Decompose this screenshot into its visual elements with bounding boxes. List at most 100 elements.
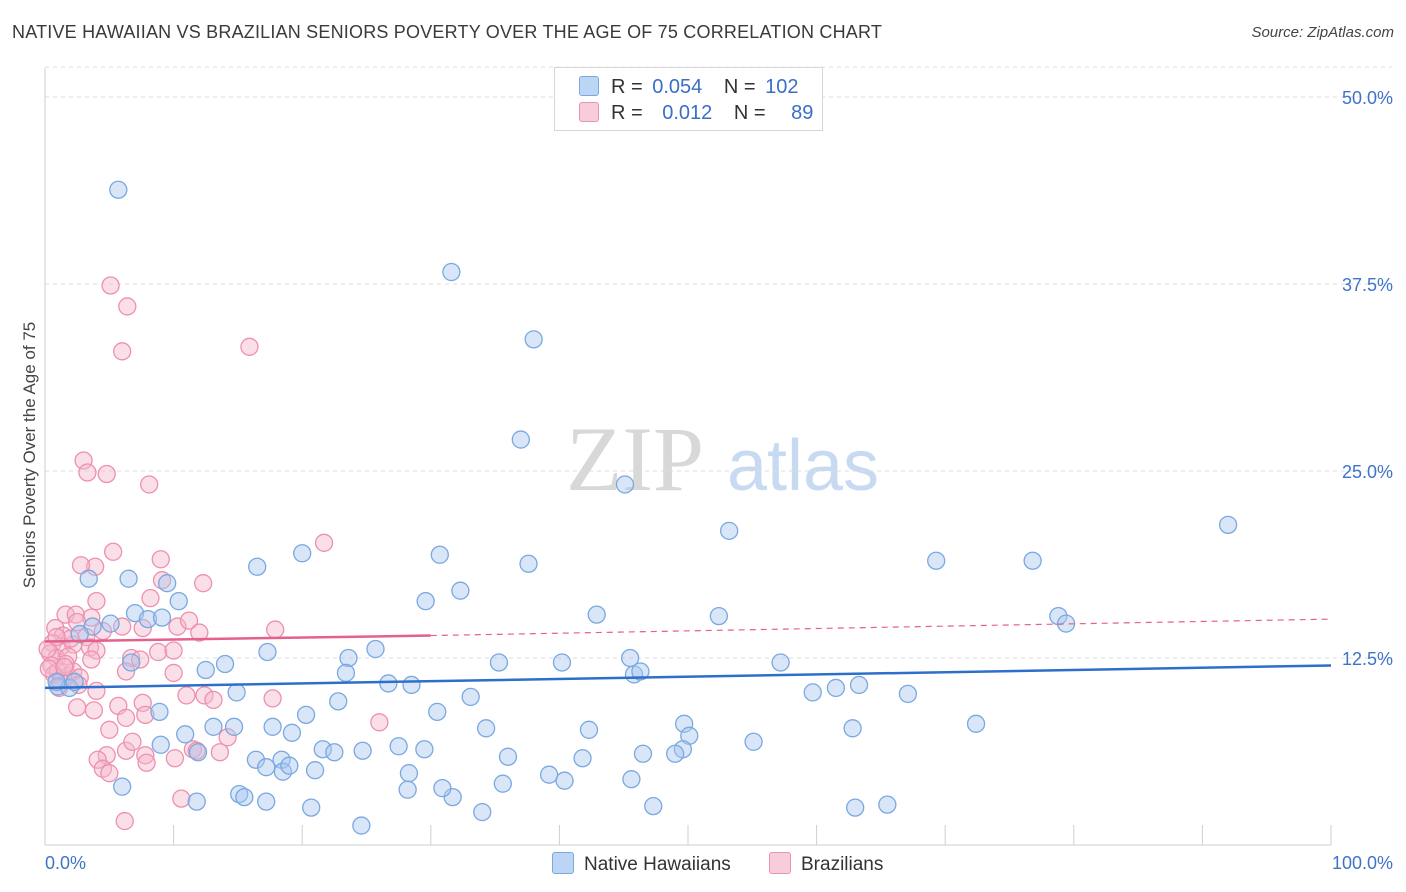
y-tick-label: 12.5%: [1342, 649, 1393, 669]
brazilian-point: [165, 749, 185, 768]
brazilian-point: [101, 276, 120, 295]
brazilian-point: [218, 728, 237, 747]
brazilian-point: [179, 611, 199, 630]
brazilian-point: [87, 592, 106, 611]
brazilian-point: [97, 464, 116, 484]
brazilian-point: [172, 789, 191, 808]
y-tick-label: 25.0%: [1342, 462, 1393, 482]
brazilian-point: [123, 732, 142, 751]
native-hawaiian-point: [579, 720, 599, 739]
native-hawaiians-trend-line: [44, 664, 1332, 690]
native-hawaiian-point: [389, 737, 408, 756]
brazilian-point: [88, 750, 107, 769]
brazilian-point: [195, 686, 214, 705]
native-hawaiian-point: [539, 765, 559, 784]
brazilian-point: [194, 574, 213, 593]
native-hawaiian-point: [644, 796, 663, 816]
native-hawaiian-point: [353, 741, 372, 760]
brazilian-point: [152, 571, 172, 590]
brazilian-point: [97, 746, 116, 765]
native-hawaiian-point: [771, 653, 790, 672]
native-hawaiian-point: [433, 779, 452, 798]
brazilian-point: [370, 713, 389, 732]
brazilian-point: [78, 463, 97, 482]
native-hawaiian-point: [461, 687, 480, 707]
native-hawaiian-point: [552, 653, 572, 672]
brazilian-point: [39, 659, 59, 678]
native-hawaiian-point: [138, 609, 158, 629]
native-hawaiian-point: [878, 795, 897, 814]
brazilians-trend-line-extension: [430, 618, 1332, 637]
brazilian-point: [151, 550, 170, 569]
brazilian-point: [104, 542, 123, 561]
legend-row-native-hawaiians: R = 0.054 N = 102: [579, 76, 799, 100]
native-hawaiian-point: [151, 735, 170, 754]
native-hawaiian-point: [720, 521, 739, 540]
legend-row-brazilians: R = 0.012 N = 89: [579, 102, 813, 126]
source-label: Source: ZipAtlas.com: [1251, 24, 1394, 41]
native-hawaiian-point: [293, 544, 312, 563]
native-hawaiian-point: [158, 574, 177, 593]
data-points: [38, 180, 1238, 835]
stats-legend: R = 0.054 N = 102 R = 0.012 N = 89: [554, 67, 823, 131]
native-hawaiian-point: [826, 678, 846, 698]
brazilian-point: [266, 620, 285, 639]
brazilian-point: [177, 686, 196, 705]
native-hawaiian-point: [248, 557, 267, 576]
series-legend-native-hawaiians: Native Hawaiians: [552, 852, 731, 876]
native-hawaiian-point: [119, 569, 138, 588]
native-hawaiian-point: [489, 653, 509, 672]
native-hawaiian-point: [122, 653, 141, 672]
native-hawaiian-point: [282, 723, 302, 742]
native-hawaiian-point: [224, 717, 244, 736]
native-hawaiian-point: [313, 740, 332, 759]
native-hawaiian-point: [402, 675, 421, 695]
native-hawaiian-point: [366, 639, 385, 659]
legend-r-value: 0.054: [652, 76, 703, 98]
brazilian-point: [116, 708, 136, 727]
native-hawaiian-point: [430, 545, 449, 564]
native-hawaiian-point: [927, 551, 946, 570]
native-hawaiian-point: [169, 592, 188, 611]
brazilian-point: [100, 720, 119, 739]
native-hawaiian-point: [849, 675, 869, 695]
brazilian-point: [137, 753, 156, 772]
native-hawaiian-point: [187, 792, 206, 811]
brazilian-point: [164, 663, 183, 683]
legend-swatch-blue: [579, 76, 599, 96]
native-hawaiian-point: [416, 592, 435, 611]
native-hawaiian-point: [1218, 515, 1238, 535]
series-legend-label: Native Hawaiians: [584, 854, 731, 875]
native-hawaiian-point: [325, 743, 344, 762]
native-hawaiian-point: [442, 262, 461, 282]
native-hawaiian-point: [451, 581, 470, 600]
native-hawaiian-point: [302, 798, 321, 817]
tick-labels: 12.5% 25.0% 37.5% 50.0% 0.0% 100.0%: [45, 88, 1393, 873]
native-hawaiian-point: [150, 702, 169, 722]
native-hawaiian-point: [415, 740, 434, 759]
brazilian-point: [136, 746, 155, 765]
native-hawaiian-point: [70, 624, 89, 644]
native-hawaiian-point: [843, 719, 862, 738]
brazilian-point: [116, 741, 136, 760]
grid-lines: [45, 66, 1392, 659]
legend-swatch-pink: [579, 102, 599, 122]
native-hawaiian-point: [305, 761, 325, 780]
brazilian-point: [87, 681, 106, 701]
x-tick-label: 100.0%: [1332, 853, 1393, 873]
brazilian-point: [118, 297, 137, 316]
y-tick-label: 37.5%: [1342, 275, 1393, 295]
brazilian-point: [55, 657, 74, 677]
watermark-zip: ZIP: [566, 408, 704, 510]
brazilian-point: [100, 764, 119, 783]
native-hawaiian-point: [257, 758, 276, 777]
brazilian-point: [84, 701, 104, 720]
brazilian-point: [116, 662, 136, 681]
brazilian-point: [149, 642, 168, 662]
legend-n-value: 89: [791, 102, 814, 124]
native-hawaiian-point: [176, 725, 195, 744]
brazilian-point: [74, 451, 93, 470]
brazilian-point: [210, 743, 230, 762]
native-hawaiian-point: [47, 672, 66, 692]
